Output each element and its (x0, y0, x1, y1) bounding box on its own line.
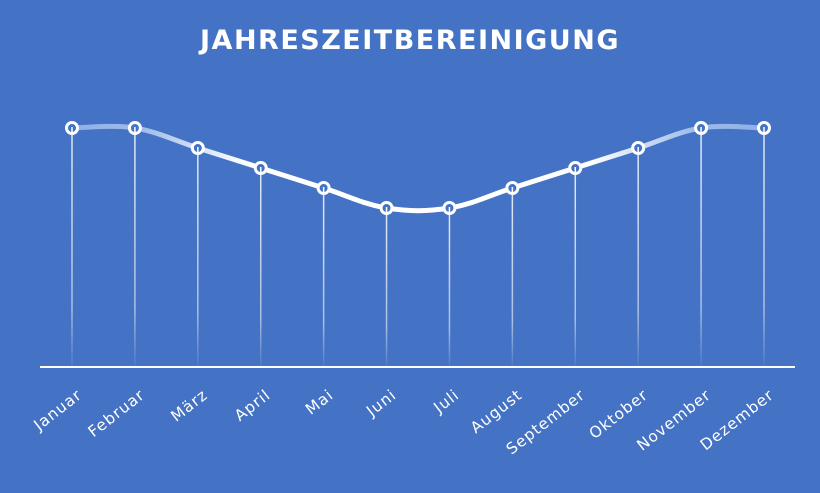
x-tick-labels: Januar Februar März April Mai Juni Juli AugustS… (30, 386, 778, 458)
drop-line (197, 148, 199, 367)
series-line (69, 123, 767, 214)
data-point (253, 161, 268, 175)
drop-line (511, 188, 514, 367)
data-point (694, 121, 709, 135)
drop-line (448, 208, 451, 367)
data-point (442, 201, 457, 215)
drop-line (134, 128, 136, 367)
x-tick-label: Mai (302, 386, 337, 419)
data-point (316, 181, 331, 195)
x-tick-label: März (167, 386, 211, 426)
drop-line (763, 128, 765, 367)
drop-line (322, 188, 325, 367)
x-tick-label: August (467, 386, 526, 437)
data-point (379, 201, 394, 215)
drop-line (259, 168, 262, 367)
data-point (568, 161, 583, 175)
x-tick-label: Januar (30, 386, 86, 435)
x-tick-label: April (231, 386, 274, 425)
data-point (757, 121, 771, 135)
drop-line (700, 128, 702, 367)
drop-line (385, 208, 388, 367)
data-point (505, 181, 520, 195)
drop-line (637, 148, 639, 367)
data-markers (65, 121, 771, 215)
x-tick-label: Juni (362, 386, 400, 421)
chart-title: JAHRESZEITBEREINIGUNG (198, 25, 620, 56)
data-point (631, 141, 646, 155)
x-tick-label: Februar (85, 386, 148, 441)
x-tick-label: Juli (430, 386, 463, 417)
drop-line (71, 128, 73, 367)
data-point (127, 121, 142, 135)
data-point (65, 121, 79, 135)
drop-line (574, 168, 577, 367)
data-point (190, 141, 205, 155)
drop-lines (71, 128, 765, 367)
